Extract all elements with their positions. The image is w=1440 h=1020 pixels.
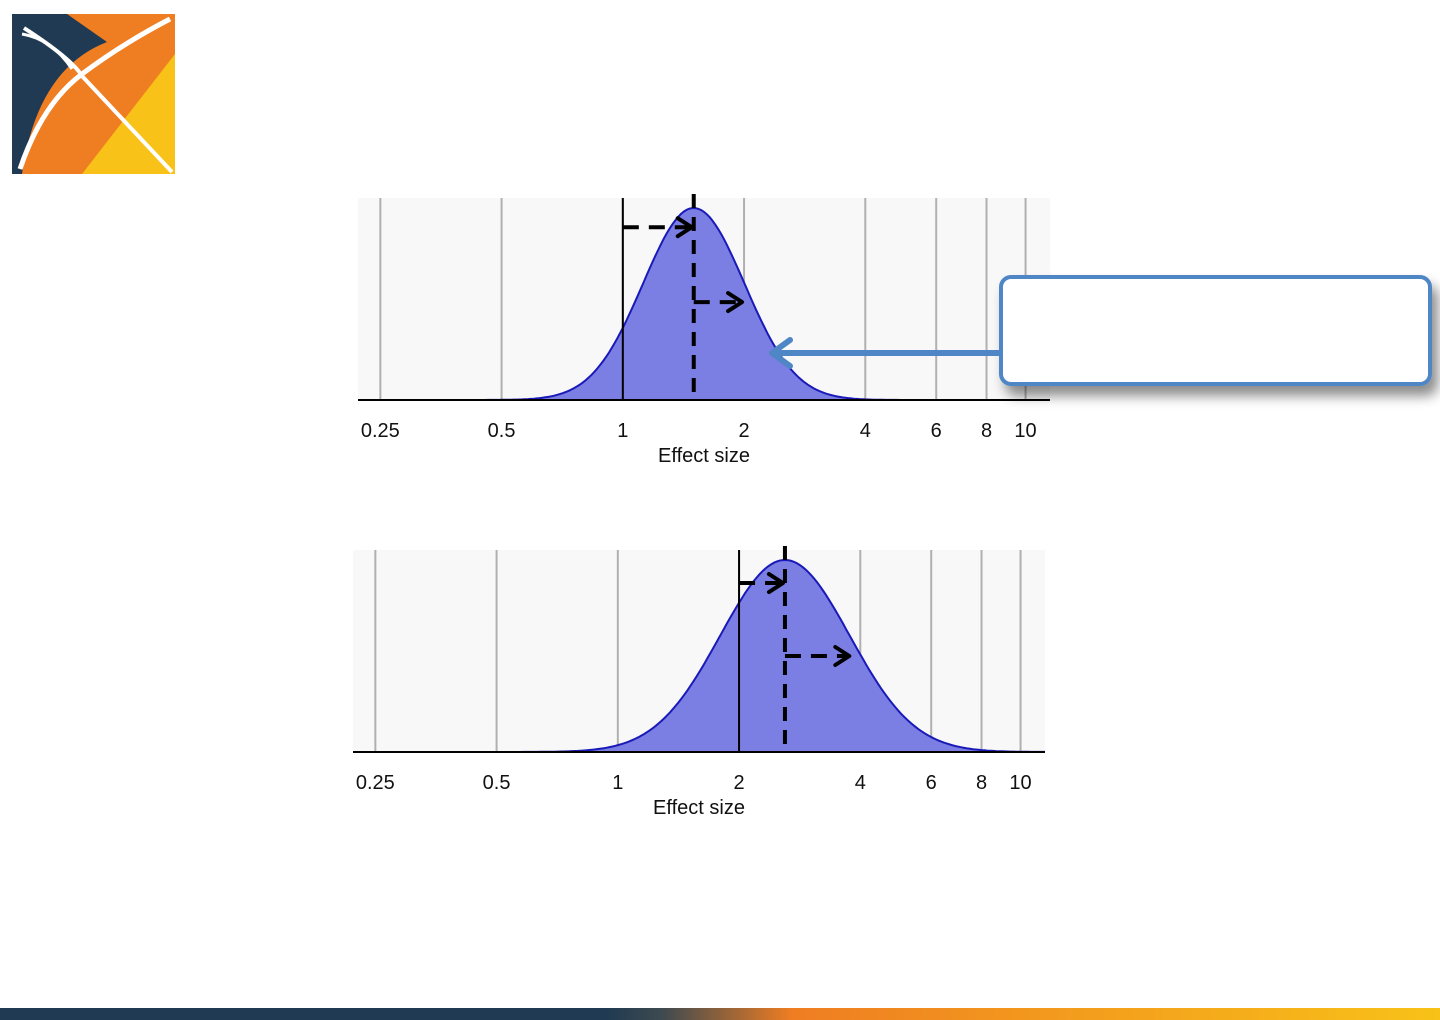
distribution-area [353, 560, 1045, 752]
x-tick-label: 4 [855, 772, 866, 794]
x-tick-label: 8 [981, 420, 992, 442]
x-tick-label: 0.25 [361, 420, 400, 442]
logo-yellow-panel [82, 54, 175, 174]
dashed-arrow-1-head [766, 572, 785, 595]
x-tick-label: 0.25 [356, 772, 395, 794]
x-tick-label: 2 [733, 772, 744, 794]
x-tick-label: 0.5 [483, 772, 511, 794]
x-tick-label: 10 [1009, 772, 1031, 794]
footer-gradient-bar [0, 1008, 1440, 1020]
x-tick-label: 1 [617, 420, 628, 442]
logo-x-stroke-3 [21, 32, 74, 70]
dashed-arrow-1-head [675, 216, 694, 239]
x-tick-label: 4 [860, 420, 871, 442]
x-tick-label: 10 [1014, 420, 1036, 442]
x-tick-label: 0.5 [488, 420, 516, 442]
effect-size-chart-1: 0.25 0.5 1 2 4 6 8 10 Effect size [358, 194, 1050, 467]
x-tick-label: 8 [976, 772, 987, 794]
x-tick-label: 6 [926, 772, 937, 794]
x-logo-icon [12, 14, 175, 174]
dashed-arrow-2-head [833, 645, 852, 667]
logo-x-stroke-2 [17, 16, 172, 170]
x-tick-label: 1 [612, 772, 623, 794]
callout [769, 275, 1432, 386]
callout-arrow-head [769, 337, 793, 369]
x-axis-title: Effect size [658, 445, 750, 467]
x-tick-label: 6 [931, 420, 942, 442]
effect-size-chart-2: 0.25 0.5 1 2 4 6 8 10 Effect size [353, 546, 1045, 819]
x-axis-title: Effect size [653, 797, 745, 819]
dashed-arrow-2-head [726, 291, 745, 314]
x-tick-label: 2 [738, 420, 749, 442]
callout-box [999, 275, 1432, 386]
